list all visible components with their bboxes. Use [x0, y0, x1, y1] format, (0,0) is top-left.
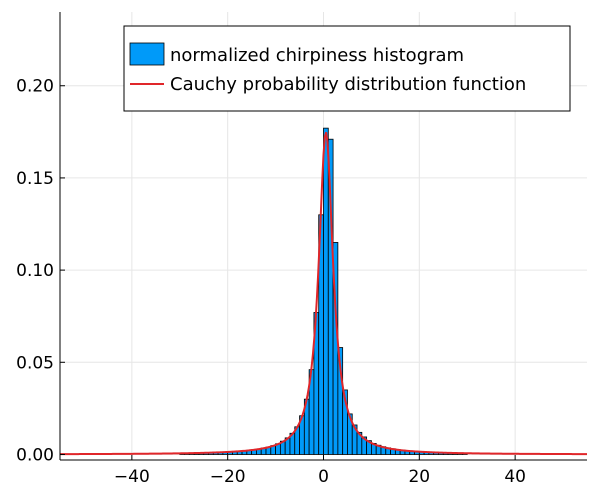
x-tick-label: −40 [114, 467, 150, 487]
histogram-bar [323, 127, 329, 455]
y-tick-label: 0.20 [16, 77, 54, 97]
y-tick-label: 0.15 [16, 169, 54, 189]
legend-cauchy-label: Cauchy probability distribution function [170, 74, 526, 95]
x-tick-label: 40 [504, 467, 526, 487]
x-tick-label: 0 [318, 467, 329, 487]
y-tick-label: 0.00 [16, 445, 54, 465]
legend-histogram-swatch [129, 42, 165, 66]
x-tick-labels: −40 −20 0 20 40 [114, 467, 526, 487]
legend: normalized chirpiness histogram Cauchy p… [123, 25, 571, 112]
x-tick-label: 20 [408, 467, 430, 487]
histogram-bars [179, 127, 468, 455]
x-tick-marks [131, 455, 516, 460]
cauchy-pdf-line [60, 131, 587, 456]
legend-histogram-label: normalized chirpiness histogram [170, 45, 464, 66]
x-tick-label: −20 [210, 467, 246, 487]
legend-box [123, 25, 571, 112]
y-tick-label: 0.05 [16, 353, 54, 373]
y-tick-marks [60, 85, 65, 455]
y-tick-label: 0.10 [16, 261, 54, 281]
y-tick-labels: 0.00 0.05 0.10 0.15 0.20 [16, 77, 54, 466]
